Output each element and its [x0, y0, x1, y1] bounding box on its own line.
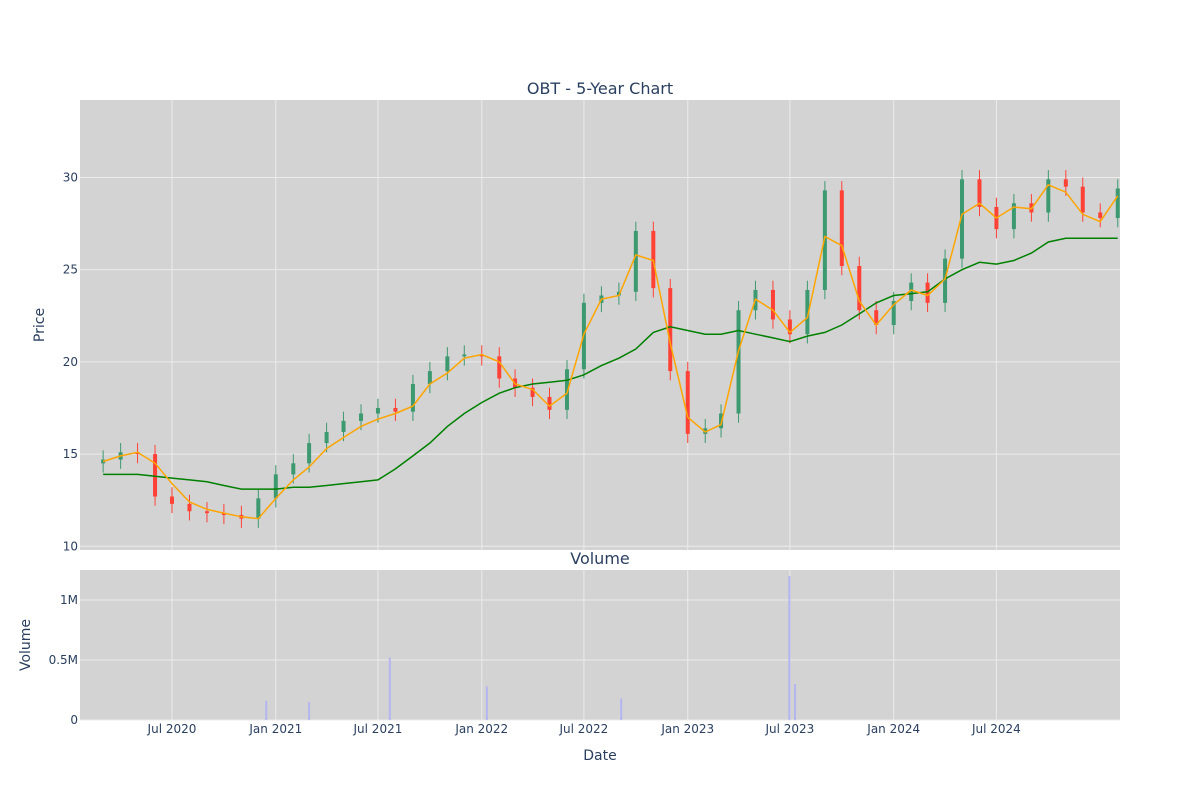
candle-body	[547, 396, 552, 410]
long-moving-average-line	[103, 237, 1118, 490]
volume-y-ticks: 0 0.5M 1M	[49, 593, 78, 727]
candle-body	[564, 369, 569, 410]
candle-body	[221, 513, 226, 515]
candle-body	[375, 407, 380, 414]
volume-y-axis-label: Volume	[18, 619, 34, 671]
volume-bar	[485, 686, 488, 720]
volume-y-tick-label: 1M	[60, 593, 78, 607]
candle-body	[341, 420, 346, 432]
candle-body	[497, 356, 502, 379]
price-y-tick-label: 20	[63, 355, 78, 369]
volume-chart-title: Volume	[570, 549, 630, 568]
candle-body	[891, 301, 896, 325]
volume-bars	[265, 576, 796, 720]
candle-body	[977, 179, 982, 207]
price-y-tick-label: 25	[63, 263, 78, 277]
candle-body	[787, 319, 792, 335]
x-tick-label: Jan 2021	[248, 722, 302, 736]
candle-body	[805, 289, 810, 335]
candle-body	[874, 310, 879, 325]
candle-body	[770, 289, 775, 320]
candle-body	[169, 496, 174, 504]
candle-body	[1098, 212, 1103, 219]
candle-body	[359, 413, 364, 421]
candle-body	[204, 511, 209, 514]
short-moving-average-line	[102, 183, 1119, 520]
volume-bar	[265, 700, 268, 720]
candle-body	[651, 230, 656, 289]
candle-body	[959, 179, 964, 259]
volume-bar	[620, 698, 623, 720]
price-chart-title: OBT - 5-Year Chart	[527, 79, 673, 98]
candle-body	[685, 371, 690, 434]
volume-bar	[308, 702, 311, 720]
candle-body	[187, 503, 192, 512]
x-tick-label: Jan 2024	[866, 722, 920, 736]
candle-body	[291, 463, 296, 475]
candle-body	[719, 413, 724, 429]
candle-body	[1063, 179, 1068, 187]
price-gridlines	[80, 100, 1120, 550]
price-moving-averages	[102, 183, 1119, 520]
date-x-axis-label: Date	[583, 748, 616, 764]
x-tick-label: Jul 2024	[971, 722, 1021, 736]
candle-body	[1115, 188, 1120, 219]
candle-body	[909, 282, 914, 302]
volume-bar	[788, 576, 791, 720]
candle-body	[1080, 186, 1085, 213]
price-plot-area	[80, 100, 1120, 550]
x-tick-label: Jul 2022	[558, 722, 608, 736]
candle-body	[943, 258, 948, 303]
candle-body	[668, 288, 673, 372]
x-tick-label: Jul 2020	[147, 722, 197, 736]
candle-body	[736, 310, 741, 414]
volume-plot-area	[80, 570, 1120, 720]
candle-body	[135, 452, 140, 455]
candle-body	[857, 265, 862, 311]
candle-body	[153, 454, 158, 497]
candle-body	[633, 230, 638, 292]
volume-y-tick-label: 0.5M	[49, 653, 78, 667]
x-tick-label: Jan 2023	[660, 722, 714, 736]
price-y-axis-label: Price	[32, 308, 48, 342]
volume-gridlines	[80, 570, 1120, 721]
candle-body	[393, 407, 398, 412]
volume-bar	[388, 657, 391, 720]
candle-body	[273, 474, 278, 499]
candle-body	[925, 282, 930, 303]
candle-body	[445, 356, 450, 372]
candle-body	[1011, 203, 1016, 230]
candle-body	[839, 190, 844, 266]
x-tick-label: Jan 2022	[454, 722, 508, 736]
candle-body	[1046, 179, 1051, 213]
candle-body	[410, 384, 415, 412]
volume-y-tick-label: 0	[70, 713, 78, 727]
volume-bar	[793, 684, 796, 720]
candle-body	[530, 387, 535, 397]
x-tick-label: Jul 2023	[764, 722, 814, 736]
candle-body	[703, 428, 708, 434]
candle-body	[462, 354, 467, 357]
candle-body	[427, 371, 432, 385]
candle-body	[324, 431, 329, 444]
candle-body	[307, 443, 312, 464]
date-x-ticks: Jul 2020 Jan 2021 Jul 2021 Jan 2022 Jul 2022…	[147, 722, 1021, 736]
price-y-ticks: 10 15 20 25 30	[63, 170, 78, 553]
price-y-tick-label: 15	[63, 447, 78, 461]
candle-body	[479, 354, 484, 357]
price-y-tick-label: 10	[63, 539, 78, 553]
price-y-tick-label: 30	[63, 170, 78, 184]
x-tick-label: Jul 2021	[353, 722, 403, 736]
candle-body	[256, 498, 261, 519]
